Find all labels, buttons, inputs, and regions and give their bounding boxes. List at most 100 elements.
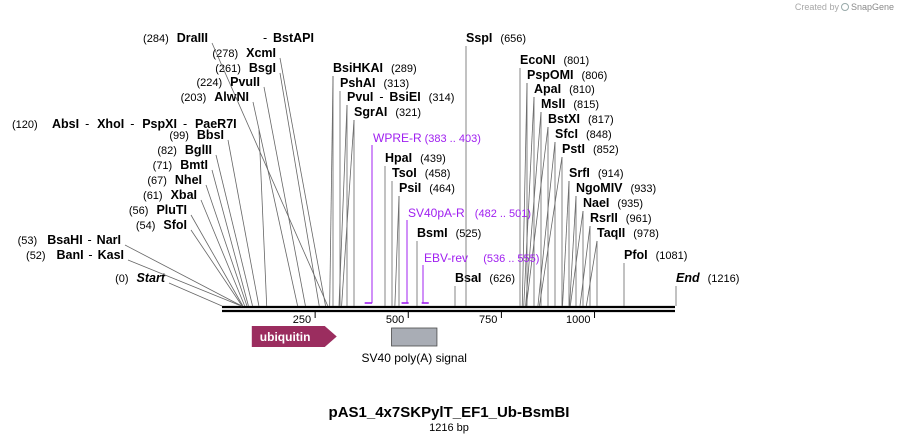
site-connector [338, 104, 348, 307]
primer-range: (482 .. 501) [475, 208, 531, 220]
site-position: (289) [391, 63, 417, 75]
site-bsmi: BsmI [417, 226, 448, 240]
site-connector [394, 195, 400, 307]
plasmid-title-block: pAS1_4x7SKPylT_EF1_Ub-BsmBI 1216 bp [0, 404, 898, 434]
site-bglii: BglII [185, 143, 212, 157]
site-connector [190, 229, 243, 307]
site-connector [569, 210, 584, 307]
site-connector [124, 244, 242, 307]
site-position: (933) [631, 183, 657, 195]
primer-sv40pa-r: SV40pA-R [408, 206, 465, 220]
site-rsrii: RsrII [590, 211, 618, 225]
axis-tick-label: 750 [479, 314, 497, 326]
site-position: (278) [212, 48, 238, 60]
site-connector [127, 259, 242, 307]
site-position: (56) [129, 205, 149, 217]
feature-ubiquitin [251, 326, 337, 347]
site-position: (656) [500, 33, 526, 45]
site-position: (978) [633, 228, 659, 240]
axis-tick-label: 250 [293, 314, 311, 326]
site-connector [341, 119, 355, 307]
site-position: (0) [115, 273, 128, 285]
site-position: (1216) [708, 273, 740, 285]
site-hpai: HpaI [385, 151, 412, 165]
site-connector [227, 139, 260, 307]
site-position: (852) [593, 144, 619, 156]
site-connector [585, 240, 598, 307]
site-position: (961) [626, 213, 652, 225]
site-paer7i: PaeR7I [195, 117, 237, 131]
site-taqii: TaqII [597, 226, 625, 240]
site-connector [569, 195, 577, 307]
site-kasi: KasI [98, 248, 124, 262]
site-connector [252, 101, 299, 307]
site-bstxi: BstXI [548, 112, 580, 126]
site-xbai: XbaI [171, 188, 197, 202]
site-apai: ApaI [534, 82, 561, 96]
site-position: (458) [425, 168, 451, 180]
site-bani: BanI [57, 248, 84, 262]
site-psti: PstI [562, 142, 585, 156]
site-srfi: SrfI [569, 166, 590, 180]
site-connector [525, 111, 542, 307]
site-xhoi: XhoI [97, 117, 124, 131]
site-position: (67) [147, 175, 167, 187]
site-nhei: NheI [175, 173, 202, 187]
site-xcmi: XcmI [246, 46, 276, 60]
site-pvui: PvuI [347, 90, 373, 104]
site-bmti: BmtI [180, 158, 208, 172]
site-pfoi: PfoI [624, 248, 648, 262]
site-position: (439) [420, 153, 446, 165]
site-bsiei: BsiEI [389, 90, 420, 104]
site-position: (284) [143, 33, 169, 45]
site-position: (810) [569, 84, 595, 96]
site-tsoi: TsoI [392, 166, 417, 180]
site-position: (815) [573, 99, 599, 111]
site-position: (321) [395, 107, 421, 119]
feature-sv40-poly-a-signal [391, 327, 438, 347]
site-bsahi: BsaHI [47, 233, 82, 247]
feature-label: SV40 poly(A) signal [362, 351, 467, 365]
site-sfci: SfcI [555, 127, 578, 141]
plasmid-name: pAS1_4x7SKPylT_EF1_Ub-BsmBI [328, 404, 570, 421]
site-start: Start [137, 271, 166, 285]
site-bsihkai: BsiHKAI [333, 61, 383, 75]
site-pluti: PluTI [156, 203, 187, 217]
site-end: End [676, 271, 700, 285]
site-absi: AbsI [52, 117, 79, 131]
axis-tick-label: 1000 [566, 314, 590, 326]
site-psii: PsiI [399, 181, 421, 195]
snapgene-logo-icon [840, 3, 849, 11]
site-position: (1081) [656, 250, 688, 262]
site-connector [579, 225, 591, 307]
site-bstapi: BstAPI [273, 31, 314, 45]
site-position: (71) [153, 160, 173, 172]
site-separator: - [183, 117, 187, 131]
site-position: (914) [598, 168, 624, 180]
site-sfoi: SfoI [163, 218, 187, 232]
axis-tick-label: 500 [386, 314, 404, 326]
site-connector [279, 57, 326, 307]
site-position: (224) [196, 77, 222, 89]
site-connector [537, 141, 556, 307]
site-separator: - [379, 90, 383, 104]
site-position: (817) [588, 114, 614, 126]
credit-prefix: Created by [794, 2, 839, 12]
site-position: (626) [489, 273, 515, 285]
site-connector [211, 169, 249, 307]
site-bsai: BsaI [455, 271, 481, 285]
site-sgrai: SgrAI [354, 105, 387, 119]
site-draiii: DraIII [177, 31, 208, 45]
primer-range: (383 .. 403) [425, 133, 481, 145]
site-position: (203) [181, 92, 207, 104]
site-separator: - [85, 117, 89, 131]
site-pshai: PshAI [340, 76, 375, 90]
site-position: (313) [383, 78, 409, 90]
site-connector [211, 42, 329, 307]
site-econi: EcoNI [520, 53, 555, 67]
site-connector [263, 86, 306, 307]
primer-wpre-r: WPRE-R [373, 131, 422, 145]
site-connector [329, 75, 334, 307]
feature-label: ubiquitin [260, 330, 311, 344]
site-position: (52) [26, 250, 46, 262]
